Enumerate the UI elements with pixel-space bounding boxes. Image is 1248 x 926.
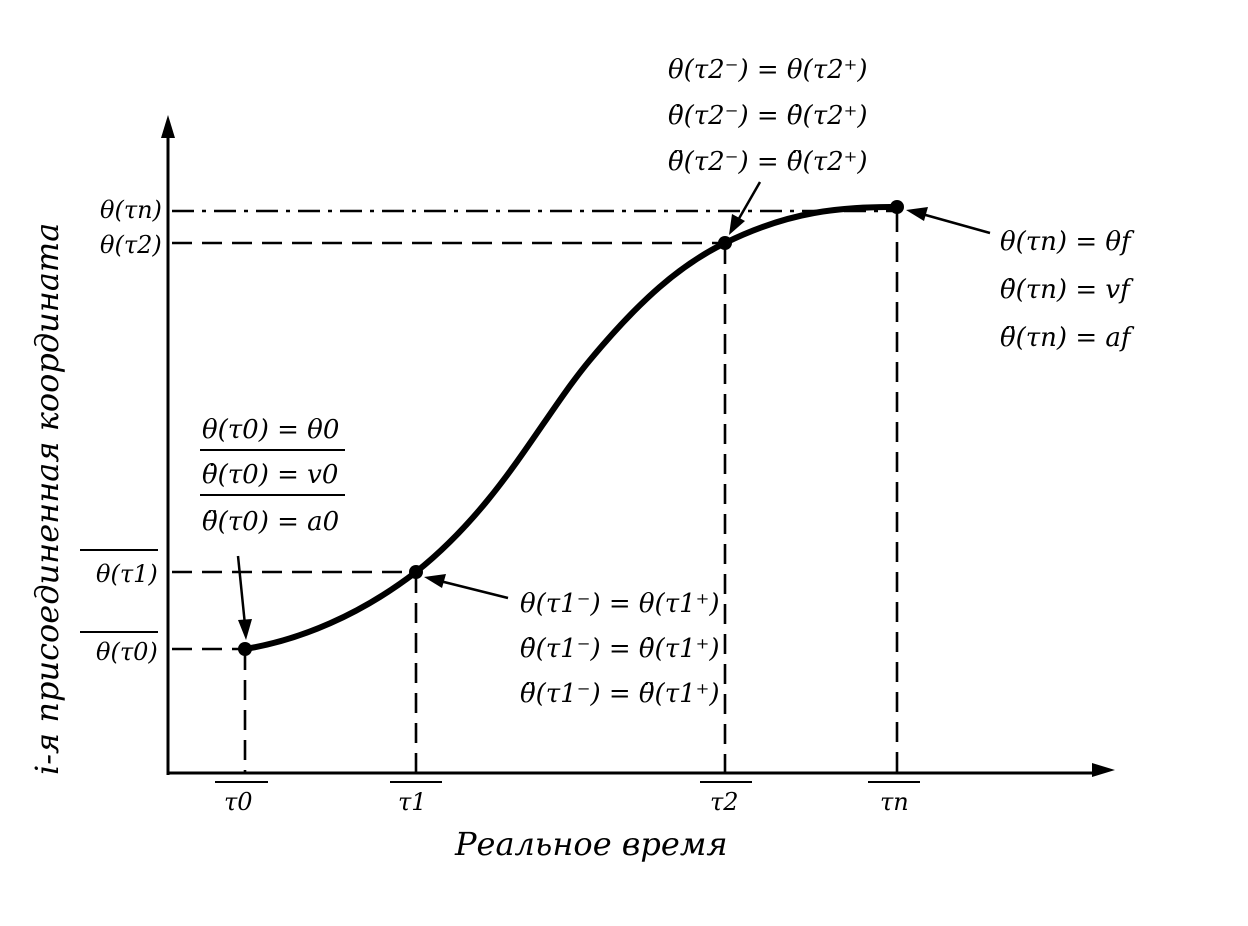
arrowhead-icon: [729, 214, 745, 235]
knot-point-tn: [890, 200, 904, 214]
x-axis-arrow-icon: [1092, 763, 1115, 777]
end-condition-velocity: θ̇(τn) = vf: [1000, 275, 1134, 305]
knot1-condition-velocity: θ̇(τ1⁻) = θ̇(τ1⁺): [520, 634, 720, 664]
x-axis-title: Реальное время: [454, 825, 728, 863]
trajectory-curve: [242, 204, 900, 652]
y-tick-label: θ(τn): [100, 196, 162, 224]
knot-point-t0: [238, 642, 252, 656]
arrowhead-icon: [424, 574, 446, 588]
y-axis-arrow-icon: [161, 115, 175, 138]
end-condition-acceleration: θ̈(τn) = af: [1000, 323, 1135, 353]
pointer-arrow-knot2: [735, 181, 762, 223]
x-tick-label: τn: [880, 788, 909, 816]
start-condition-acceleration: θ̈(τ0) = a0: [202, 507, 339, 537]
end-condition-position: θ(τn) = θf: [1000, 227, 1135, 257]
knot-point-t2: [718, 236, 732, 250]
y-tick-label: θ(τ2): [100, 231, 162, 259]
x-tick-label: τ0: [224, 788, 253, 816]
x-tick-label: τ1: [398, 788, 427, 816]
start-condition-position: θ(τ0) = θ0: [202, 415, 339, 445]
pointer-arrow-end: [921, 212, 991, 235]
y-axis-title: i-я присоединенная координата: [28, 223, 66, 775]
pointer-arrow-start: [236, 555, 247, 626]
x-tick-label: τ2: [710, 788, 739, 816]
y-tick-label: θ(τ0): [96, 638, 158, 666]
knot2-condition-velocity: θ̇(τ2⁻) = θ̇(τ2⁺): [668, 101, 868, 131]
knot2-condition-position: θ(τ2⁻) = θ(τ2⁺): [668, 55, 868, 85]
knot1-condition-position: θ(τ1⁻) = θ(τ1⁺): [520, 589, 720, 619]
knot2-condition-acceleration: θ̈(τ2⁻) = θ̈(τ2⁺): [668, 147, 868, 177]
start-condition-velocity: θ̇(τ0) = v0: [202, 460, 338, 490]
arrowhead-icon: [238, 619, 252, 640]
y-tick-label: θ(τ1): [96, 560, 158, 588]
knot1-condition-acceleration: θ̈(τ1⁻) = θ̈(τ1⁺): [520, 679, 720, 709]
arrowhead-icon: [906, 207, 928, 221]
knot-point-t1: [409, 565, 423, 579]
pointer-arrow-knot1: [439, 579, 509, 600]
